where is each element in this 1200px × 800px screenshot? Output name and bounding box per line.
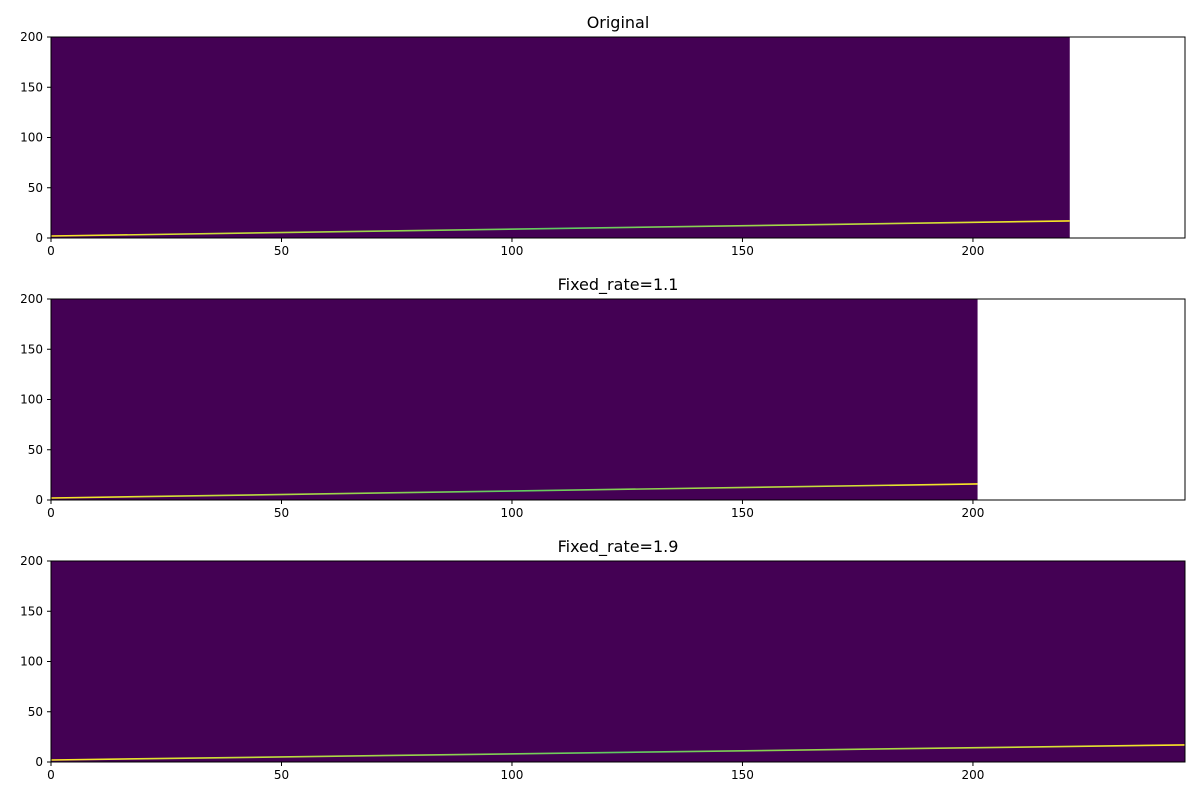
x-tick-label: 150 — [731, 506, 754, 520]
x-tick-label: 0 — [47, 506, 55, 520]
chart-panel-3: Fixed_rate=1.9 0 50 100 150 200 0 50 100 150 200 — [20, 537, 1186, 782]
chart-title: Original — [587, 13, 650, 32]
y-tick-label: 200 — [20, 554, 43, 568]
y-tick-label: 100 — [20, 393, 43, 407]
chart-panel-2: Fixed_rate=1.1 0 50 100 150 200 0 50 100 150 200 — [20, 275, 1186, 520]
x-tick-label: 200 — [961, 244, 984, 258]
y-tick-label: 50 — [28, 705, 43, 719]
y-tick-label: 150 — [20, 80, 43, 94]
y-tick-label: 50 — [28, 443, 43, 457]
chart-panel-1: Original 0 50 100 150 200 0 50 100 150 200 — [20, 13, 1186, 258]
y-tick-label: 200 — [20, 30, 43, 44]
heatmap-image — [51, 299, 978, 500]
chart-title: Fixed_rate=1.1 — [558, 275, 679, 295]
y-tick-label: 50 — [28, 181, 43, 195]
y-tick-label: 100 — [20, 655, 43, 669]
x-tick-label: 200 — [961, 768, 984, 782]
trace-line — [50, 744, 1186, 761]
x-tick-label: 50 — [274, 768, 289, 782]
y-tick-label: 0 — [35, 755, 43, 769]
x-tick-label: 200 — [961, 506, 984, 520]
x-tick-label: 0 — [47, 244, 55, 258]
x-tick-label: 100 — [501, 506, 524, 520]
y-tick-label: 0 — [35, 231, 43, 245]
y-tick-label: 100 — [20, 131, 43, 145]
trace-line — [50, 220, 1070, 237]
x-tick-label: 0 — [47, 768, 55, 782]
y-tick-label: 150 — [20, 604, 43, 618]
x-tick-label: 100 — [501, 768, 524, 782]
x-tick-label: 100 — [501, 244, 524, 258]
y-tick-label: 0 — [35, 493, 43, 507]
heatmap-image — [51, 37, 1070, 238]
x-tick-label: 150 — [731, 768, 754, 782]
trace-line — [50, 483, 978, 499]
heatmap-image — [51, 561, 1185, 762]
chart-title: Fixed_rate=1.9 — [558, 537, 679, 557]
x-tick-label: 150 — [731, 244, 754, 258]
y-tick-label: 150 — [20, 342, 43, 356]
x-tick-label: 50 — [274, 244, 289, 258]
x-tick-label: 50 — [274, 506, 289, 520]
y-tick-label: 200 — [20, 292, 43, 306]
